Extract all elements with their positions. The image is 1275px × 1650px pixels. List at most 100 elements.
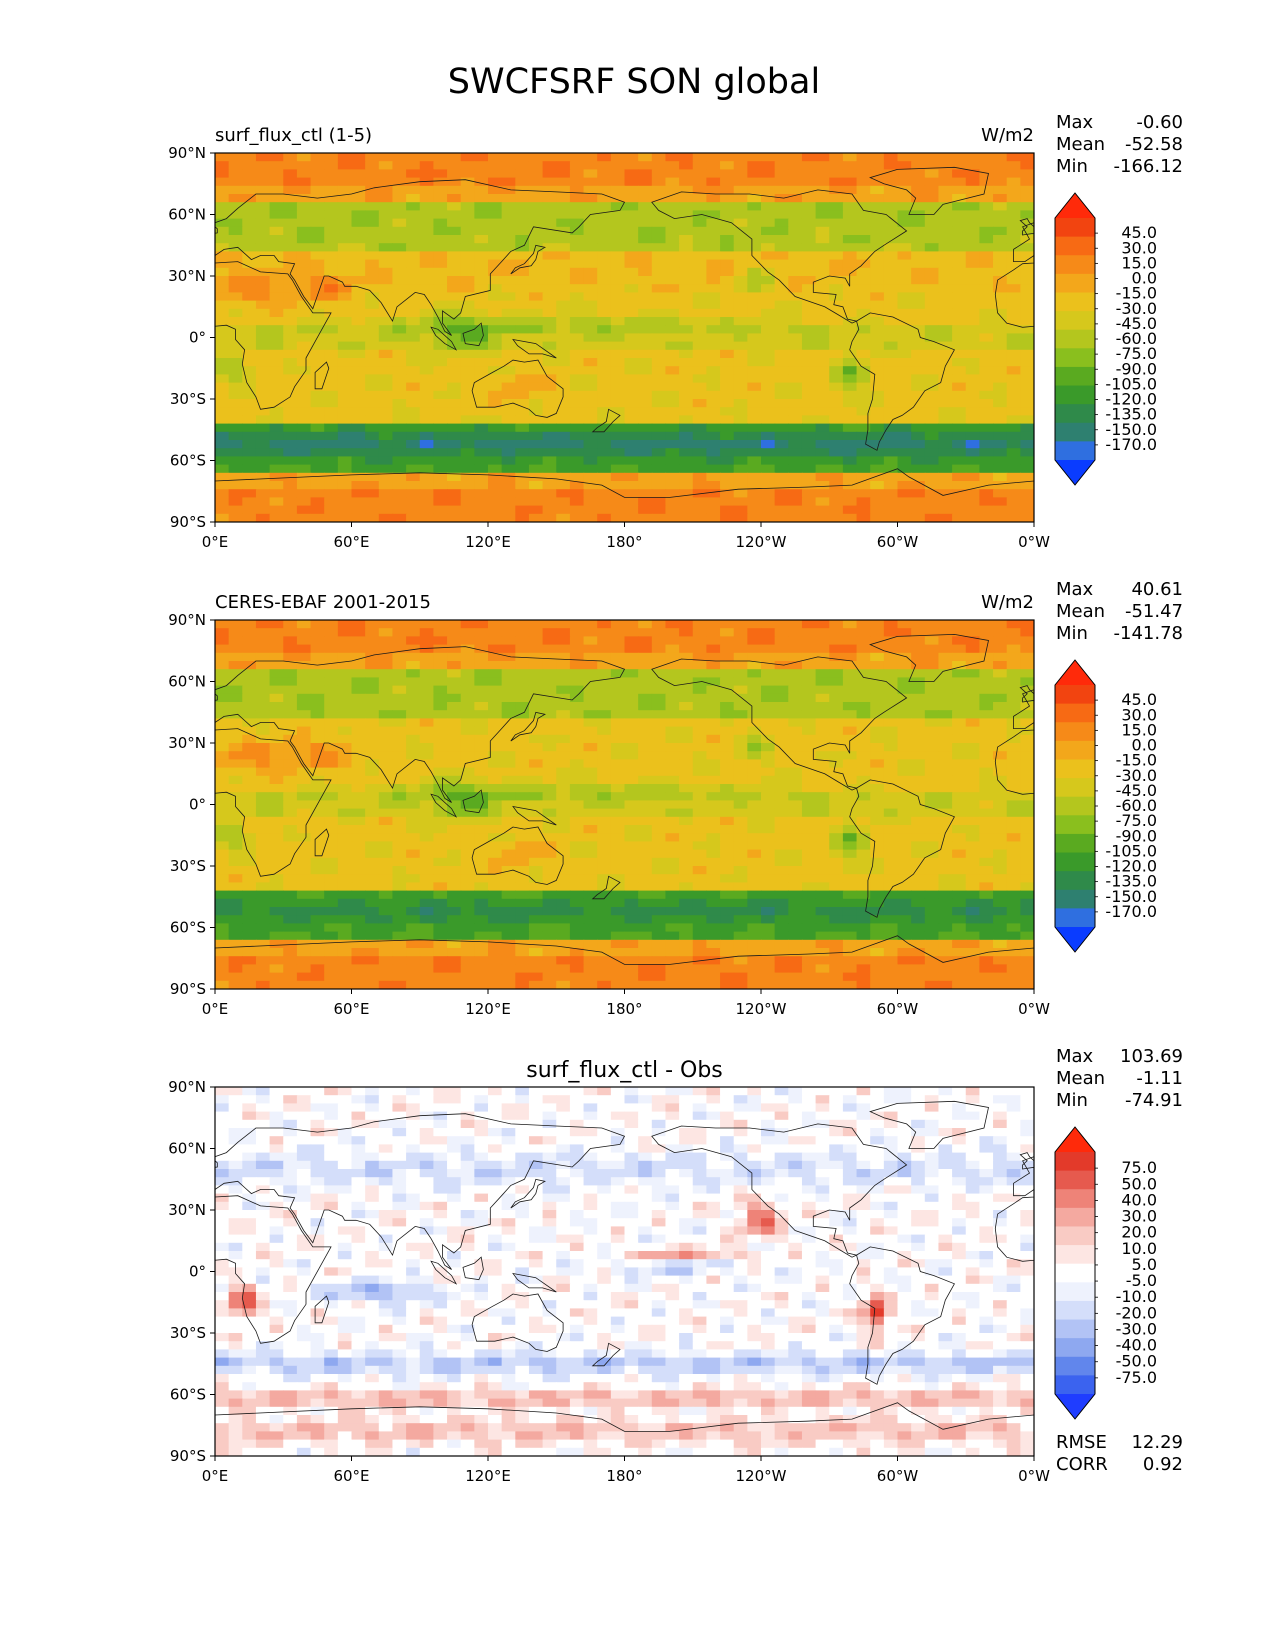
- x-tick-label: 60°W: [877, 1467, 919, 1485]
- x-tick-label: 120°W: [736, 1000, 787, 1018]
- stat-label: Max: [1056, 1046, 1094, 1067]
- colorbar-label: -105.0: [1105, 841, 1157, 860]
- x-tick-label: 0°E: [202, 1467, 229, 1485]
- colorbar-label: 50.0: [1121, 1174, 1157, 1193]
- y-tick-label: 60°N: [168, 206, 206, 224]
- y-tick-label: 30°S: [170, 857, 206, 875]
- stat-value: -51.47: [1125, 601, 1183, 622]
- y-tick-label: 90°S: [170, 980, 206, 998]
- metric-label: RMSE: [1056, 1432, 1107, 1453]
- metric-value: 0.92: [1143, 1454, 1183, 1475]
- stat-value: 40.61: [1131, 579, 1183, 600]
- colorbar-label: 45.0: [1121, 690, 1157, 709]
- colorbar-label: -5.0: [1126, 1271, 1157, 1290]
- stat-label: Mean: [1056, 1068, 1105, 1089]
- x-tick-label: 0°E: [202, 1000, 229, 1018]
- stat-value: -52.58: [1125, 134, 1183, 155]
- x-tick-label: 180°: [606, 1000, 642, 1018]
- colorbar: 45.030.015.00.0-15.0-30.0-45.0-60.0-75.0…: [1054, 659, 1157, 953]
- colorbar-label: -15.0: [1116, 751, 1157, 770]
- y-tick-label: 0°: [189, 329, 206, 347]
- y-tick-label: 90°N: [168, 611, 206, 629]
- coastlines: [215, 166, 1034, 498]
- y-tick-label: 60°S: [170, 1386, 206, 1404]
- heatmap-field: [215, 153, 1034, 522]
- stat-label: Max: [1056, 112, 1094, 133]
- colorbar-label: -30.0: [1116, 299, 1157, 318]
- colorbar-label: -45.0: [1116, 781, 1157, 800]
- colorbar-label: 10.0: [1121, 1239, 1157, 1258]
- x-tick-label: 0°W: [1018, 1467, 1050, 1485]
- y-tick-label: 0°: [189, 796, 206, 814]
- x-tick-label: 120°W: [736, 533, 787, 551]
- x-tick-label: 180°: [606, 1467, 642, 1485]
- metric-value: 12.29: [1131, 1432, 1183, 1453]
- colorbar-label: 40.0: [1121, 1190, 1157, 1209]
- stat-label: Max: [1056, 579, 1094, 600]
- y-tick-label: 60°N: [168, 1140, 206, 1158]
- x-tick-label: 120°E: [465, 1000, 511, 1018]
- y-tick-label: 90°N: [168, 1078, 206, 1096]
- stat-value: -1.11: [1136, 1068, 1183, 1089]
- stat-label: Min: [1056, 623, 1088, 644]
- x-tick-label: 0°W: [1018, 533, 1050, 551]
- colorbar-label: -75.0: [1116, 811, 1157, 830]
- colorbar-label: 20.0: [1121, 1223, 1157, 1242]
- colorbar-label: -15.0: [1116, 284, 1157, 303]
- colorbar-label: -120.0: [1105, 390, 1157, 409]
- colorbar: 45.030.015.00.0-15.0-30.0-45.0-60.0-75.0…: [1054, 192, 1157, 486]
- x-tick-label: 180°: [606, 533, 642, 551]
- stat-value: -74.91: [1125, 1090, 1183, 1111]
- x-tick-label: 60°E: [333, 1000, 369, 1018]
- colorbar-label: -20.0: [1116, 1303, 1157, 1322]
- panel-title: surf_flux_ctl - Obs: [526, 1058, 723, 1083]
- x-tick-label: 60°E: [333, 1467, 369, 1485]
- y-tick-label: 90°S: [170, 1447, 206, 1465]
- colorbar-label: 30.0: [1121, 705, 1157, 724]
- colorbar-label: -60.0: [1116, 796, 1157, 815]
- x-tick-label: 60°W: [877, 1000, 919, 1018]
- stat-label: Min: [1056, 156, 1088, 177]
- colorbar-label: -150.0: [1105, 420, 1157, 439]
- colorbar-label: 30.0: [1121, 238, 1157, 257]
- colorbar-label: 75.0: [1121, 1158, 1157, 1177]
- stat-value: 103.69: [1120, 1046, 1183, 1067]
- stat-label: Min: [1056, 1090, 1088, 1111]
- x-tick-label: 60°E: [333, 533, 369, 551]
- colorbar-label: 30.0: [1121, 1207, 1157, 1226]
- stat-value: -166.12: [1114, 156, 1183, 177]
- units-label: W/m2: [981, 592, 1034, 613]
- figure-title: SWCFSRF SON global: [448, 62, 820, 102]
- coastlines: [215, 1100, 1034, 1432]
- metric-label: CORR: [1056, 1454, 1108, 1475]
- x-tick-label: 60°W: [877, 533, 919, 551]
- colorbar-label: 0.0: [1132, 736, 1157, 755]
- y-tick-label: 30°S: [170, 1324, 206, 1342]
- y-tick-label: 60°S: [170, 452, 206, 470]
- map-panel-1: 90°N 60°N 30°N 0° 30°S 60°S 90°S 0°E 60°E 120°E 18…: [168, 112, 1183, 551]
- map-panel-2: 90°N 60°N 30°N 0° 30°S 60°S 90°S 0°E 60°E 120°E 18…: [168, 579, 1183, 1018]
- coastlines: [215, 633, 1034, 965]
- colorbar-label: -30.0: [1116, 766, 1157, 785]
- colorbar-label: -150.0: [1105, 887, 1157, 906]
- y-tick-label: 90°N: [168, 144, 206, 162]
- y-tick-label: 60°S: [170, 919, 206, 937]
- colorbar-label: -75.0: [1116, 344, 1157, 363]
- colorbar-label: -45.0: [1116, 314, 1157, 333]
- colorbar-label: -120.0: [1105, 857, 1157, 876]
- panel-title: CERES-EBAF 2001-2015: [215, 592, 431, 613]
- heatmap-field: [215, 1087, 1034, 1456]
- colorbar-label: -30.0: [1116, 1319, 1157, 1338]
- colorbar-label: -90.0: [1116, 826, 1157, 845]
- colorbar-label: 5.0: [1132, 1255, 1157, 1274]
- x-tick-label: 120°E: [465, 533, 511, 551]
- colorbar-label: -135.0: [1105, 872, 1157, 891]
- colorbar-label: -90.0: [1116, 359, 1157, 378]
- colorbar-label: -60.0: [1116, 329, 1157, 348]
- y-tick-label: 60°N: [168, 673, 206, 691]
- colorbar-label: -75.0: [1116, 1368, 1157, 1387]
- y-tick-label: 30°N: [168, 1201, 206, 1219]
- y-tick-label: 0°: [189, 1263, 206, 1281]
- y-tick-label: 30°N: [168, 267, 206, 285]
